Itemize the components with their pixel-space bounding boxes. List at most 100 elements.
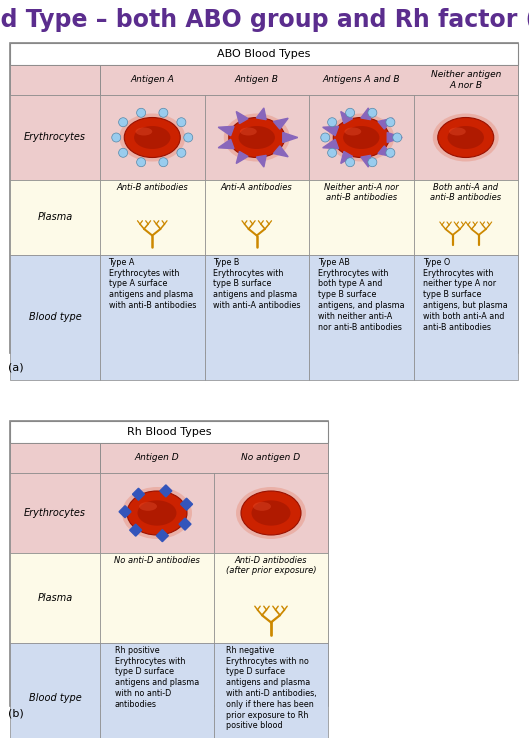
Bar (10, 643, 100, 738)
Ellipse shape (177, 118, 186, 127)
Polygon shape (180, 498, 193, 510)
Bar (10, 443, 100, 473)
Text: Rh positive
Erythrocytes with
type D surface
antigens and plasma
with no anti-D
: Rh positive Erythrocytes with type D sur… (115, 646, 199, 708)
Ellipse shape (321, 133, 330, 142)
Text: Plasma: Plasma (38, 213, 72, 222)
Ellipse shape (240, 128, 257, 136)
Ellipse shape (159, 108, 168, 117)
Bar (309, 255, 414, 380)
Polygon shape (378, 146, 393, 156)
Ellipse shape (345, 158, 354, 167)
Polygon shape (361, 155, 371, 167)
Polygon shape (361, 108, 371, 120)
Ellipse shape (333, 117, 389, 157)
Bar (309, 180, 414, 255)
Ellipse shape (327, 118, 336, 127)
Bar (414, 255, 518, 380)
Polygon shape (387, 133, 402, 142)
Ellipse shape (449, 128, 466, 136)
Ellipse shape (239, 126, 275, 149)
Bar (10, 43, 518, 353)
Ellipse shape (159, 158, 168, 167)
Ellipse shape (327, 148, 336, 157)
Bar (100, 443, 328, 473)
Text: ABO Blood Types: ABO Blood Types (217, 49, 311, 59)
Bar (100, 643, 214, 738)
Text: Type AB
Erythrocytes with
both type A and
type B surface
antigens, and plasma
wi: Type AB Erythrocytes with both type A an… (318, 258, 405, 331)
Polygon shape (273, 146, 288, 156)
Ellipse shape (433, 114, 499, 162)
Ellipse shape (438, 117, 494, 157)
Text: Antigens A and B: Antigens A and B (323, 75, 400, 84)
Ellipse shape (139, 502, 157, 511)
Ellipse shape (224, 114, 290, 162)
Polygon shape (257, 108, 266, 120)
Text: Both anti-A and
anti-B antibodies: Both anti-A and anti-B antibodies (430, 183, 501, 202)
Ellipse shape (368, 108, 377, 117)
Bar (100, 180, 205, 255)
Text: Anti-D antibodies
(after prior exposure): Anti-D antibodies (after prior exposure) (226, 556, 316, 576)
Text: Blood type: Blood type (29, 312, 81, 323)
Polygon shape (257, 155, 266, 167)
Polygon shape (341, 151, 353, 164)
Polygon shape (323, 139, 339, 148)
Polygon shape (119, 506, 131, 518)
Bar (309, 95, 414, 180)
Text: Erythrocytes: Erythrocytes (24, 133, 86, 142)
Bar (10, 553, 100, 643)
Ellipse shape (138, 500, 177, 525)
Ellipse shape (236, 487, 306, 539)
Text: Anti-A antibodies: Anti-A antibodies (221, 183, 293, 192)
Polygon shape (282, 133, 298, 142)
Bar (100, 95, 205, 180)
Bar (100, 473, 214, 553)
Bar (10, 180, 100, 255)
Ellipse shape (136, 108, 145, 117)
Ellipse shape (136, 158, 145, 167)
Ellipse shape (343, 126, 379, 149)
Bar (205, 255, 309, 380)
Bar (10, 255, 100, 380)
Ellipse shape (329, 114, 394, 162)
Bar (100, 255, 205, 380)
Ellipse shape (241, 491, 301, 535)
Ellipse shape (368, 158, 377, 167)
Bar (414, 180, 518, 255)
Text: Blood type: Blood type (29, 693, 81, 703)
Bar (10, 421, 328, 706)
Bar (205, 95, 309, 180)
Text: Anti-B antibodies: Anti-B antibodies (116, 183, 188, 192)
Polygon shape (341, 111, 353, 123)
Bar (414, 95, 518, 180)
Text: No anti-D antibodies: No anti-D antibodies (114, 556, 200, 565)
Text: Antigen D: Antigen D (135, 453, 179, 463)
Text: Plasma: Plasma (38, 593, 72, 603)
Polygon shape (179, 518, 191, 530)
Ellipse shape (253, 502, 271, 511)
Ellipse shape (448, 126, 484, 149)
Polygon shape (130, 524, 142, 536)
Polygon shape (236, 151, 248, 164)
Text: Rh negative
Erythrocytes with no
type D surface
antigens and plasma
with anti-D : Rh negative Erythrocytes with no type D … (226, 646, 316, 730)
Text: Type A
Erythrocytes with
type A surface
antigens and plasma
with anti-B antibodi: Type A Erythrocytes with type A surface … (108, 258, 196, 310)
Polygon shape (157, 530, 168, 542)
Ellipse shape (127, 491, 187, 535)
Polygon shape (218, 139, 234, 148)
Bar (10, 43, 518, 65)
Text: Rh Blood Types: Rh Blood Types (127, 427, 211, 437)
Text: Antigen B: Antigen B (235, 75, 279, 84)
Bar (214, 643, 328, 738)
Ellipse shape (112, 133, 121, 142)
Ellipse shape (122, 487, 192, 539)
Bar (100, 553, 214, 643)
Polygon shape (160, 485, 172, 497)
Bar (10, 421, 328, 443)
Text: Neither anti-A nor
anti-B antibodies: Neither anti-A nor anti-B antibodies (324, 183, 399, 202)
Text: Neither antigen
A nor B: Neither antigen A nor B (431, 70, 501, 90)
Bar (10, 95, 100, 180)
Ellipse shape (229, 117, 285, 157)
Ellipse shape (118, 148, 127, 157)
Text: Blood Type – both ABO group and Rh factor (+/-): Blood Type – both ABO group and Rh facto… (0, 8, 529, 32)
Ellipse shape (345, 108, 354, 117)
Bar (10, 65, 100, 95)
